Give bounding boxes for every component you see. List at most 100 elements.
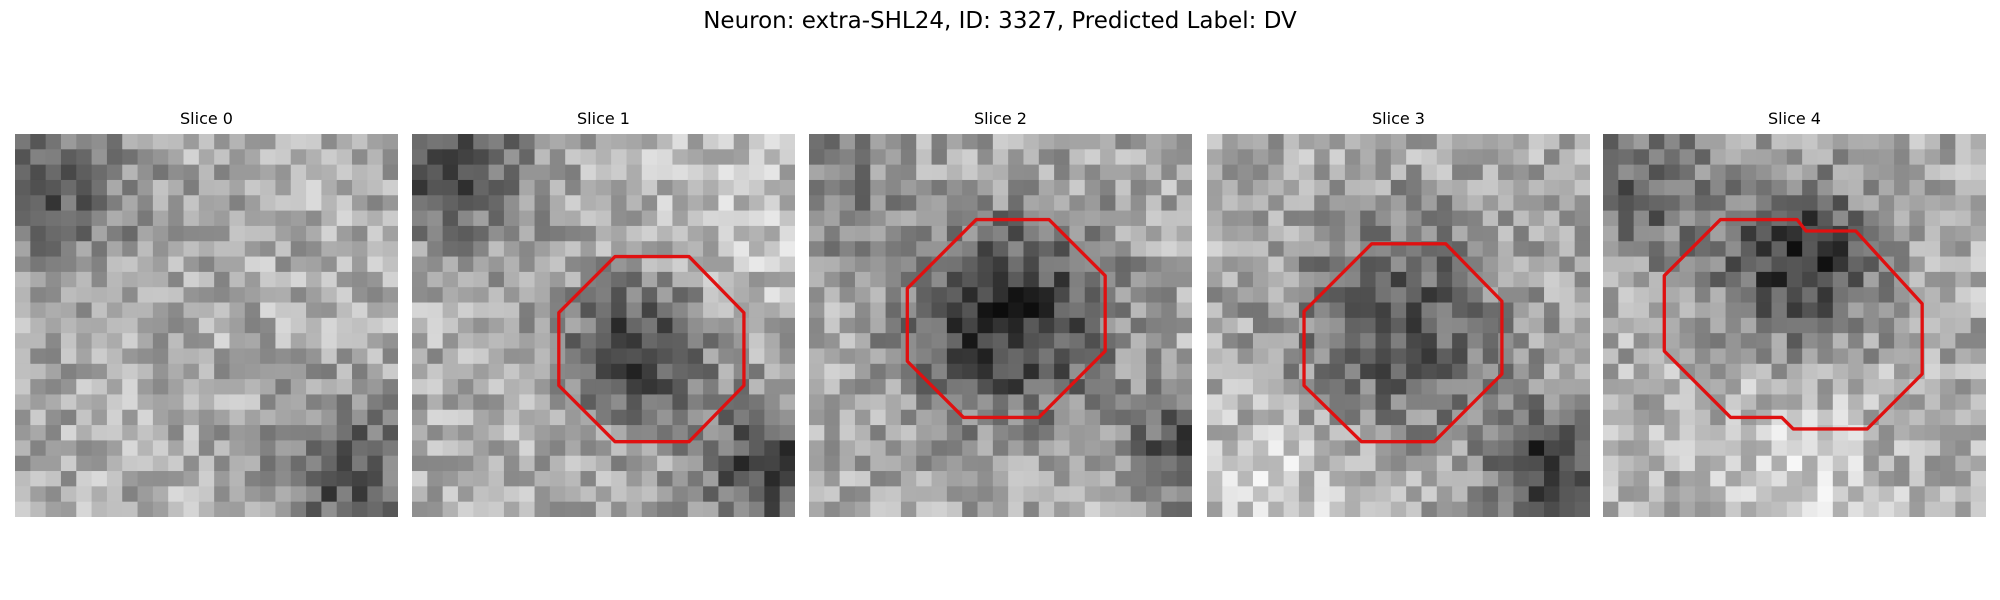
pixel xyxy=(1283,256,1300,273)
pixel xyxy=(885,379,902,395)
pixel xyxy=(611,179,627,196)
pixel xyxy=(1329,455,1346,472)
pixel xyxy=(76,195,93,212)
pixel xyxy=(427,210,444,227)
pixel xyxy=(260,333,276,349)
pixel xyxy=(1390,394,1407,411)
pixel xyxy=(626,363,643,380)
pixel xyxy=(76,486,93,503)
pixel xyxy=(1314,271,1331,288)
pixel xyxy=(76,179,93,196)
pixel xyxy=(122,134,139,150)
pixel xyxy=(1146,501,1162,517)
pixel xyxy=(1786,501,1803,517)
pixel xyxy=(1725,164,1742,181)
pixel xyxy=(336,409,353,426)
pixel xyxy=(1283,271,1300,288)
pixel xyxy=(1955,241,1972,258)
pixel xyxy=(870,225,887,242)
pixel xyxy=(809,471,825,487)
pixel xyxy=(306,179,322,196)
pixel xyxy=(306,409,322,426)
pixel xyxy=(1725,271,1742,288)
pixel xyxy=(1528,425,1545,441)
pixel xyxy=(1222,287,1239,304)
pixel xyxy=(306,164,322,181)
pixel xyxy=(1513,440,1530,457)
pixel xyxy=(1725,486,1742,503)
pixel xyxy=(916,455,933,472)
pixel xyxy=(367,210,384,227)
pixel xyxy=(1375,394,1392,411)
pixel xyxy=(534,333,551,349)
pixel xyxy=(1161,149,1178,166)
pixel xyxy=(1298,394,1315,411)
pixel xyxy=(137,149,154,166)
slice-image xyxy=(1603,134,1986,517)
pixel xyxy=(183,486,200,503)
pixel xyxy=(412,302,428,319)
pixel xyxy=(1528,440,1545,457)
pixel xyxy=(1710,210,1727,227)
pixel xyxy=(1161,471,1178,487)
pixel xyxy=(1008,241,1024,258)
pixel xyxy=(1482,287,1499,304)
pixel xyxy=(1482,440,1499,457)
pixel xyxy=(1329,501,1346,517)
pixel xyxy=(1115,379,1132,395)
pixel xyxy=(885,134,902,150)
pixel xyxy=(488,440,505,457)
pixel xyxy=(931,134,948,150)
pixel xyxy=(1786,455,1803,472)
pixel xyxy=(1940,241,1956,258)
pixel xyxy=(321,287,338,304)
pixel xyxy=(1298,195,1315,212)
pixel xyxy=(214,302,230,319)
pixel xyxy=(1802,333,1818,349)
pixel xyxy=(122,302,139,319)
pixel xyxy=(1268,271,1285,288)
pixel xyxy=(367,164,384,181)
pixel xyxy=(611,225,627,242)
pixel xyxy=(779,471,795,487)
pixel xyxy=(442,440,459,457)
pixel xyxy=(1786,134,1803,150)
pixel xyxy=(1694,425,1711,441)
pixel xyxy=(1863,225,1880,242)
pixel xyxy=(1544,256,1560,273)
pixel xyxy=(122,363,139,380)
pixel xyxy=(1283,179,1300,196)
pixel xyxy=(1222,149,1239,166)
pixel xyxy=(916,241,933,258)
pixel xyxy=(1679,149,1696,166)
pixel xyxy=(1955,195,1972,212)
pixel xyxy=(306,210,322,227)
pixel xyxy=(870,363,887,380)
pixel xyxy=(1406,379,1422,395)
pixel xyxy=(854,271,871,288)
pixel xyxy=(1924,348,1941,365)
pixel xyxy=(519,455,536,472)
pixel xyxy=(106,455,123,472)
pixel xyxy=(565,425,582,441)
pixel xyxy=(1664,210,1681,227)
pixel xyxy=(1329,348,1346,365)
pixel xyxy=(1894,440,1910,457)
pixel xyxy=(1559,225,1576,242)
pixel xyxy=(1237,302,1254,319)
pixel xyxy=(1618,486,1635,503)
pixel xyxy=(76,271,93,288)
pixel xyxy=(931,317,948,334)
pixel xyxy=(1694,225,1711,242)
pixel xyxy=(1146,425,1162,441)
pixel xyxy=(152,455,169,472)
pixel xyxy=(885,164,902,181)
pixel xyxy=(457,302,474,319)
pixel xyxy=(1544,486,1560,503)
pixel xyxy=(168,134,185,150)
pixel xyxy=(764,501,781,517)
pixel xyxy=(457,241,474,258)
pixel xyxy=(76,302,93,319)
pixel xyxy=(854,425,871,441)
pixel xyxy=(733,134,750,150)
